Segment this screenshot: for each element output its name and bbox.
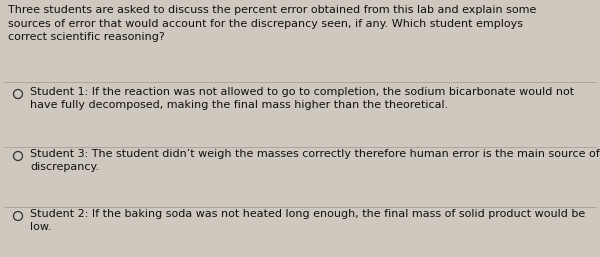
- Text: Student 1: If the reaction was not allowed to go to completion, the sodium bicar: Student 1: If the reaction was not allow…: [30, 87, 574, 97]
- Text: Student 2: If the baking soda was not heated long enough, the final mass of soli: Student 2: If the baking soda was not he…: [30, 209, 585, 219]
- Text: have fully decomposed, making the final mass higher than the theoretical.: have fully decomposed, making the final …: [30, 100, 448, 110]
- Text: Student 3: The student didn’t weigh the masses correctly therefore human error i: Student 3: The student didn’t weigh the …: [30, 149, 600, 159]
- Text: low.: low.: [30, 222, 52, 232]
- Text: discrepancy.: discrepancy.: [30, 162, 99, 172]
- Text: Three students are asked to discuss the percent error obtained from this lab and: Three students are asked to discuss the …: [8, 5, 536, 42]
